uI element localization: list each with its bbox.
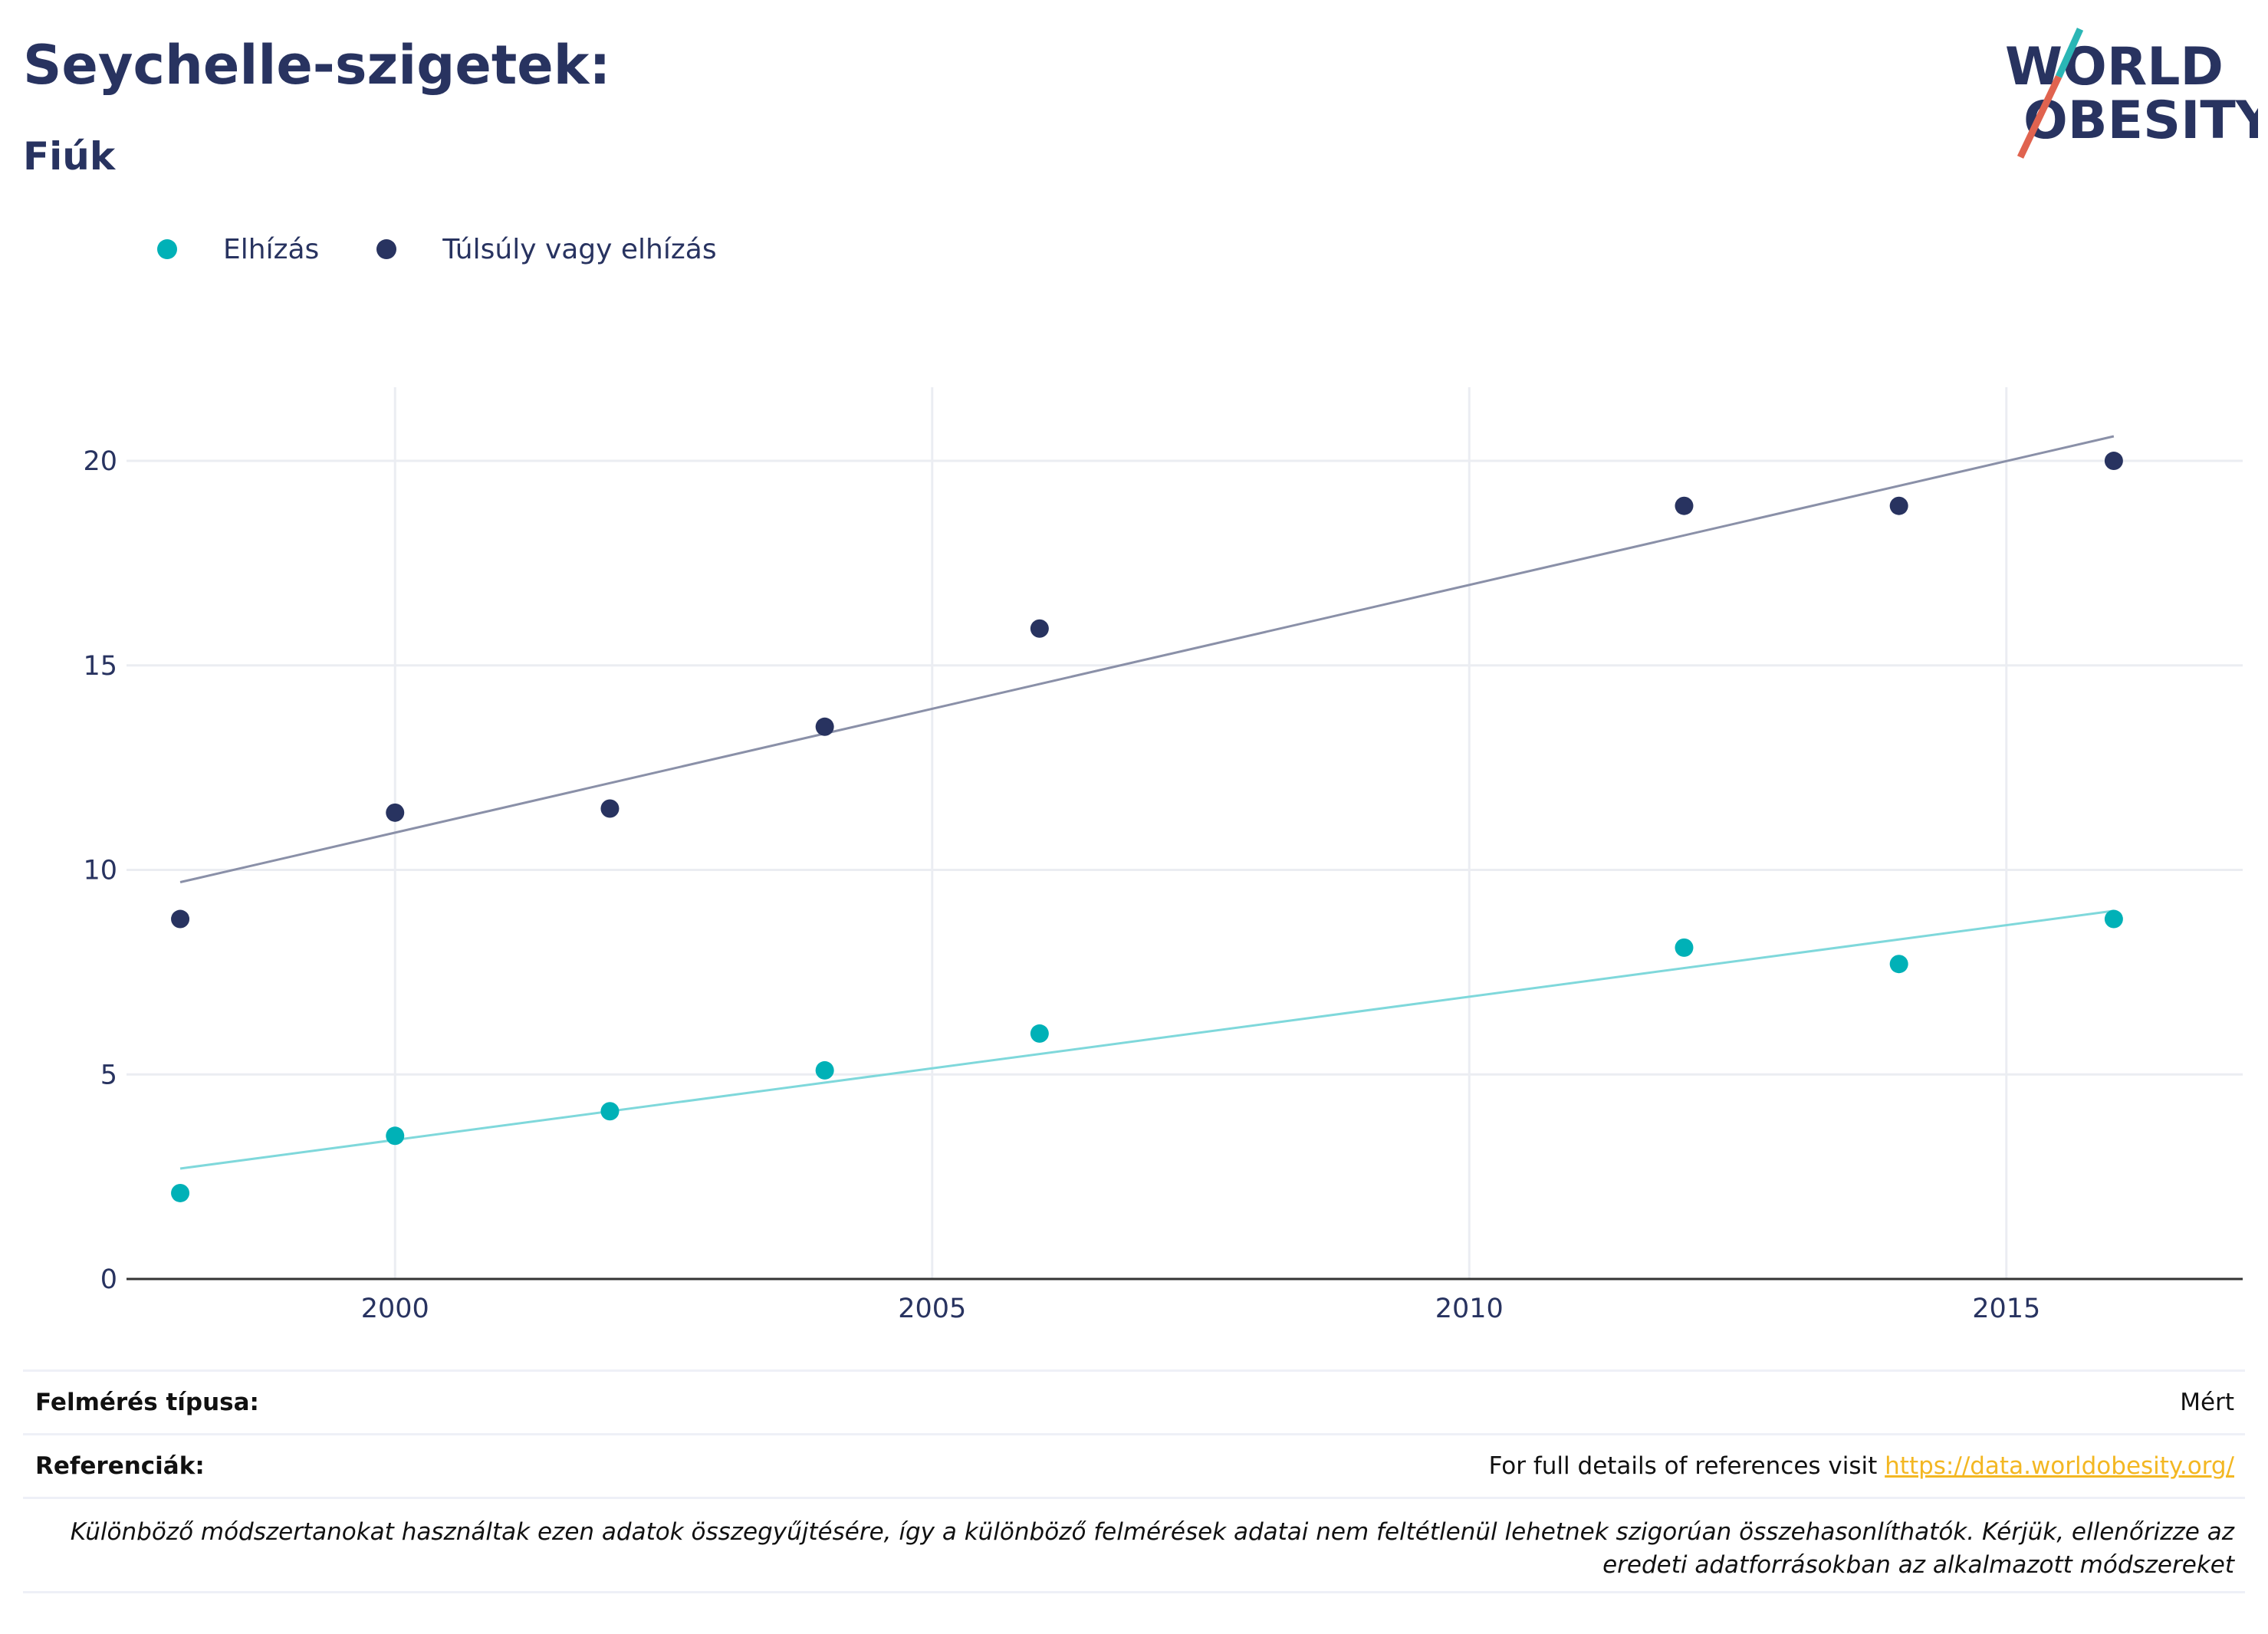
logo-coral-slash <box>2017 75 2063 159</box>
references-text: For full details of references visit <box>1488 1452 1885 1480</box>
axis-layer: 0 5 10 15 20 2000 2005 2010 2015 <box>83 446 2243 1319</box>
trendline-layer <box>179 435 2115 1170</box>
page-title: Seychelle-szigetek: <box>23 34 611 97</box>
survey-type-value: Mért <box>2180 1389 2234 1416</box>
data-point-overweight-or-obesity <box>815 717 834 736</box>
survey-type-row: Felmérés típusa: Mért <box>23 1369 2245 1433</box>
grid-layer <box>127 387 2243 1279</box>
y-tick-label: 5 <box>100 1060 117 1090</box>
y-tick-label: 0 <box>100 1264 117 1295</box>
data-point-overweight-or-obesity <box>600 799 620 818</box>
data-point-overweight-or-obesity <box>1675 496 1694 515</box>
data-point-obesity <box>386 1126 405 1146</box>
legend-marker-overweight-or-obesity <box>376 239 397 259</box>
trendline-overweight-or-obesity <box>179 435 2115 883</box>
legend-marker-obesity <box>157 239 177 259</box>
data-point-obesity <box>2104 909 2123 929</box>
methodology-note-line1: Különböző módszertanokat használtak ezen… <box>70 1518 2234 1546</box>
data-point-overweight-or-obesity <box>1889 496 1908 515</box>
footer-table: Felmérés típusa: Mért Referenciák: For f… <box>23 1369 2245 1593</box>
data-point-obesity <box>600 1102 620 1121</box>
data-point-obesity <box>815 1060 834 1080</box>
legend-label-obesity: Elhízás <box>223 233 320 265</box>
chart-legend: Elhízás Túlsúly vagy elhízás <box>157 230 774 268</box>
world-obesity-logo: WORLD OBESITY <box>2005 28 2258 159</box>
data-point-overweight-or-obesity <box>171 909 190 929</box>
legend-item-obesity[interactable]: Elhízás <box>157 234 319 265</box>
x-tick-label: 2010 <box>1435 1294 1504 1319</box>
data-point-overweight-or-obesity <box>2104 452 2123 471</box>
data-point-obesity <box>1675 938 1694 957</box>
scatter-chart: 0 5 10 15 20 2000 2005 2010 2015 <box>83 387 2243 1319</box>
legend-label-overweight-or-obesity: Túlsúly vagy elhízás <box>442 233 717 265</box>
references-label: Referenciák: <box>35 1452 205 1480</box>
references-value: For full details of references visit htt… <box>1489 1452 2234 1480</box>
x-tick-label: 2005 <box>898 1294 966 1319</box>
y-tick-label: 10 <box>83 856 117 886</box>
logo-line1: WORLD <box>2005 37 2224 97</box>
x-tick-label: 2000 <box>361 1294 429 1319</box>
page-subtitle: Fiúk <box>23 134 116 179</box>
data-point-overweight-or-obesity <box>386 803 405 822</box>
references-link[interactable]: https://data.worldobesity.org/ <box>1885 1452 2234 1480</box>
data-point-overweight-or-obesity <box>1030 619 1049 638</box>
references-row: Referenciák: For full details of referen… <box>23 1433 2245 1497</box>
methodology-note-row: Különböző módszertanokat használtak ezen… <box>23 1497 2245 1593</box>
y-tick-label: 20 <box>83 446 117 477</box>
survey-type-label: Felmérés típusa: <box>35 1389 259 1416</box>
logo-line2: OBESITY <box>2023 90 2258 151</box>
y-tick-label: 15 <box>83 651 117 682</box>
x-tick-label: 2015 <box>1972 1294 2040 1319</box>
data-point-obesity <box>171 1183 190 1202</box>
legend-item-overweight-or-obesity[interactable]: Túlsúly vagy elhízás <box>376 233 717 265</box>
logo-teal-slash <box>2055 28 2084 78</box>
methodology-note-line2: eredeti adatforrásokban az alkalmazott m… <box>1602 1551 2234 1579</box>
point-layer <box>171 452 2123 1202</box>
trendline-obesity <box>179 909 2115 1170</box>
data-point-obesity <box>1030 1024 1049 1043</box>
data-point-obesity <box>1889 955 1908 974</box>
